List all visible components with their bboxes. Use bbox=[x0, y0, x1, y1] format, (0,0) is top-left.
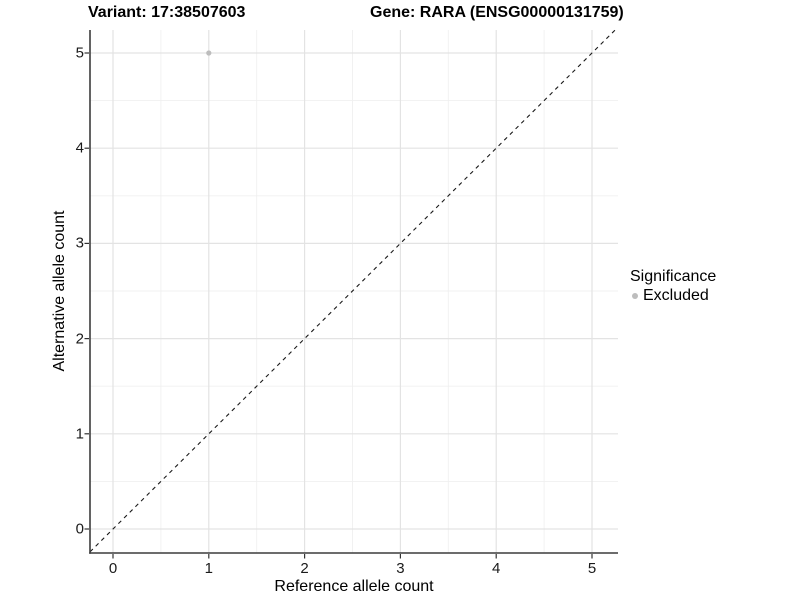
y-tick-label: 1 bbox=[75, 425, 84, 443]
y-axis-title: Alternative allele count bbox=[51, 210, 68, 372]
x-tick-label: 0 bbox=[108, 560, 118, 577]
x-tick-label: 4 bbox=[492, 560, 501, 577]
variant-title: Variant: 17:38507603 bbox=[88, 4, 246, 21]
excluded-point-icon bbox=[632, 293, 638, 299]
legend-title: Significance bbox=[630, 268, 717, 285]
x-tick-label: 3 bbox=[396, 560, 405, 577]
x-axis-title: Reference allele count bbox=[274, 578, 434, 595]
y-tick-label: 3 bbox=[75, 234, 84, 252]
legend-item-excluded: Excluded bbox=[630, 287, 716, 305]
legend-item-label: Excluded bbox=[643, 287, 709, 304]
y-tick-label: 2 bbox=[75, 330, 84, 348]
legend: Significance Excluded bbox=[628, 268, 716, 305]
data-point bbox=[206, 50, 212, 56]
x-tick-label: 1 bbox=[204, 560, 213, 577]
y-tick-label: 4 bbox=[75, 139, 84, 157]
gene-title: Gene: RARA (ENSG00000131759) bbox=[370, 4, 624, 21]
x-tick-label: 5 bbox=[587, 560, 597, 577]
y-tick-label: 5 bbox=[75, 44, 84, 62]
identity-dashed-line bbox=[89, 29, 616, 553]
x-tick-label: 2 bbox=[300, 560, 309, 577]
y-tick-label: 0 bbox=[75, 520, 84, 538]
